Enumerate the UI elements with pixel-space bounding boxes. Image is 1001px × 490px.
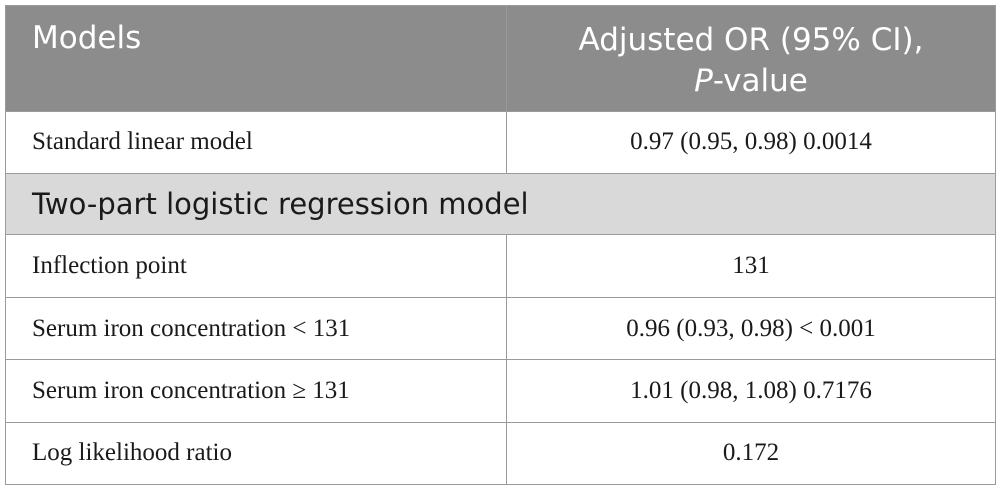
regression-table: Models Adjusted OR (95% CI), P-value Sta… — [5, 5, 996, 486]
row-value: 0.96 (0.93, 0.98) < 0.001 — [506, 296, 996, 361]
section-label: Two-part logistic regression model — [5, 173, 996, 236]
row-label: Inflection point — [5, 234, 507, 298]
row-value: 0.97 (0.95, 0.98) 0.0014 — [506, 110, 996, 175]
header-models: Models — [5, 5, 507, 112]
row-label: Standard linear model — [5, 110, 507, 175]
table-row: Serum iron concentration < 131 0.96 (0.9… — [5, 296, 996, 361]
header-p-italic: P — [694, 63, 713, 99]
table-row: Standard linear model 0.97 (0.95, 0.98) … — [5, 110, 996, 175]
row-label: Log likelihood ratio — [5, 421, 507, 486]
table-row: Inflection point 131 — [5, 234, 996, 298]
header-p-rest: -value — [712, 63, 808, 99]
row-label: Serum iron concentration ≥ 131 — [5, 359, 507, 423]
table-header-row: Models Adjusted OR (95% CI), P-value — [5, 5, 996, 112]
row-value: 0.172 — [506, 421, 996, 486]
row-label: Serum iron concentration < 131 — [5, 296, 507, 361]
header-adjusted-or: Adjusted OR (95% CI), P-value — [506, 5, 996, 112]
row-value: 131 — [506, 234, 996, 298]
row-value: 1.01 (0.98, 1.08) 0.7176 — [506, 359, 996, 423]
header-adjusted-or-line1: Adjusted OR (95% CI), — [578, 22, 924, 58]
table-row: Serum iron concentration ≥ 131 1.01 (0.9… — [5, 359, 996, 423]
section-row: Two-part logistic regression model — [5, 173, 996, 236]
table-row: Log likelihood ratio 0.172 — [5, 421, 996, 486]
